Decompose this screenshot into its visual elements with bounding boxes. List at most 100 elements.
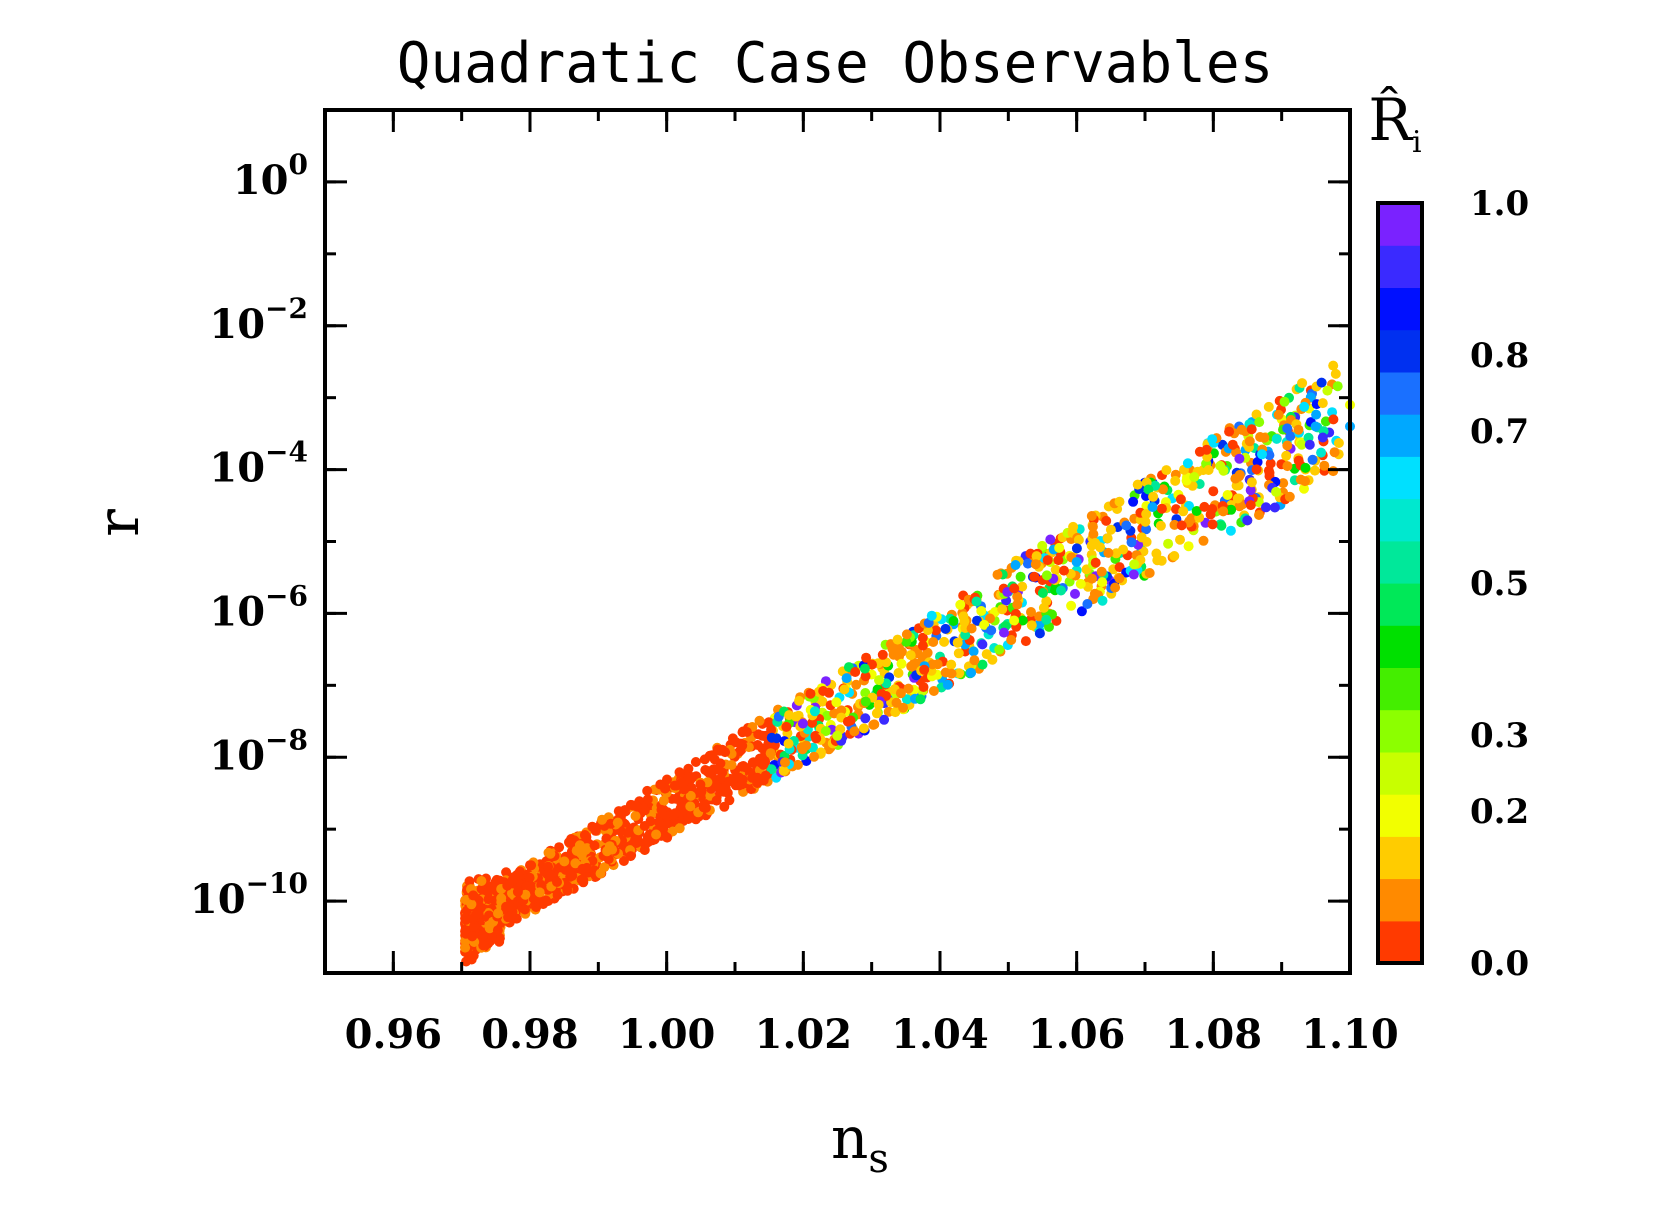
density-point (805, 688, 816, 699)
density-point (1329, 447, 1340, 458)
density-point (674, 823, 685, 834)
density-point (1059, 565, 1069, 576)
density-point (719, 801, 730, 812)
density-point (754, 715, 765, 726)
x-tick-label: 1.08 (1165, 1011, 1262, 1058)
density-point (851, 679, 862, 690)
density-point (831, 697, 842, 708)
density-point (1087, 573, 1097, 584)
density-point (966, 667, 977, 678)
density-point (494, 936, 505, 947)
density-point (1141, 509, 1152, 519)
density-point (702, 766, 713, 776)
colorbar-swatch (1378, 920, 1422, 964)
density-point (554, 842, 565, 853)
density-point (1332, 381, 1343, 392)
density-point (888, 649, 899, 660)
density-point (1246, 477, 1257, 488)
colorbar-swatch (1378, 836, 1422, 880)
density-point (639, 805, 650, 816)
density-point (685, 790, 696, 801)
density-point (766, 764, 777, 775)
density-point (492, 925, 503, 936)
density-point (651, 829, 662, 840)
density-point (590, 825, 601, 836)
density-point (580, 844, 591, 855)
density-point (464, 876, 475, 887)
density-point (642, 785, 653, 796)
density-point (639, 845, 650, 855)
density-point (543, 861, 554, 872)
density-point (1309, 465, 1320, 476)
density-point (720, 747, 731, 758)
density-point (1009, 615, 1020, 626)
density-point (1282, 440, 1293, 451)
density-point (1245, 485, 1256, 496)
density-point (519, 904, 530, 915)
density-point (1132, 479, 1143, 490)
density-point (602, 846, 613, 857)
density-point (1225, 525, 1236, 536)
density-point (1156, 503, 1167, 514)
density-point (1300, 462, 1311, 473)
density-point (726, 760, 737, 770)
colorbar-swatch (1378, 667, 1422, 711)
density-point (901, 694, 912, 705)
density-point (503, 912, 514, 923)
density-point (955, 599, 966, 610)
density-point (948, 616, 959, 626)
density-point (700, 802, 711, 813)
colorbar-swatch (1378, 794, 1422, 837)
density-point (1031, 551, 1042, 562)
density-point (1101, 515, 1112, 526)
colorbar-swatch (1378, 709, 1422, 753)
x-tick-label: 1.02 (755, 1011, 852, 1058)
density-point (879, 714, 890, 725)
density-point (1114, 562, 1125, 573)
density-point (1252, 457, 1263, 467)
density-point (1144, 568, 1155, 578)
density-point (1163, 538, 1174, 549)
density-point (739, 762, 750, 773)
density-point (1114, 496, 1125, 507)
density-point (1251, 409, 1262, 420)
density-point (1322, 385, 1333, 396)
density-point (1328, 466, 1339, 477)
density-point (1271, 433, 1282, 444)
density-point (891, 697, 902, 708)
density-point (1310, 421, 1321, 432)
density-point (1161, 465, 1172, 476)
density-point (1152, 555, 1163, 566)
colorbar-swatch (1378, 583, 1422, 626)
density-point (501, 901, 512, 912)
density-point (1257, 449, 1267, 460)
colorbar-swatch (1378, 203, 1422, 246)
density-point (1222, 490, 1233, 500)
density-point (747, 757, 758, 768)
density-point (760, 770, 771, 781)
density-point (1199, 501, 1210, 512)
density-point (931, 625, 941, 636)
density-point (1045, 534, 1056, 545)
density-point (570, 858, 581, 869)
density-point (765, 748, 776, 759)
density-point (917, 632, 928, 643)
density-point (850, 667, 861, 677)
density-point (1201, 444, 1212, 455)
density-point (1158, 484, 1168, 495)
density-point (1126, 537, 1137, 548)
density-point (1121, 520, 1132, 531)
density-point (860, 671, 871, 682)
y-tick-label: 10−2 (209, 292, 308, 348)
density-point (1191, 506, 1202, 516)
density-point (839, 684, 850, 695)
density-point (811, 733, 822, 744)
density-point (1087, 521, 1098, 532)
colorbar-swatch (1378, 329, 1422, 373)
density-point (1054, 542, 1065, 553)
density-point (1128, 496, 1139, 507)
density-point (1251, 464, 1262, 475)
density-point (1317, 398, 1328, 409)
density-point (809, 706, 820, 717)
